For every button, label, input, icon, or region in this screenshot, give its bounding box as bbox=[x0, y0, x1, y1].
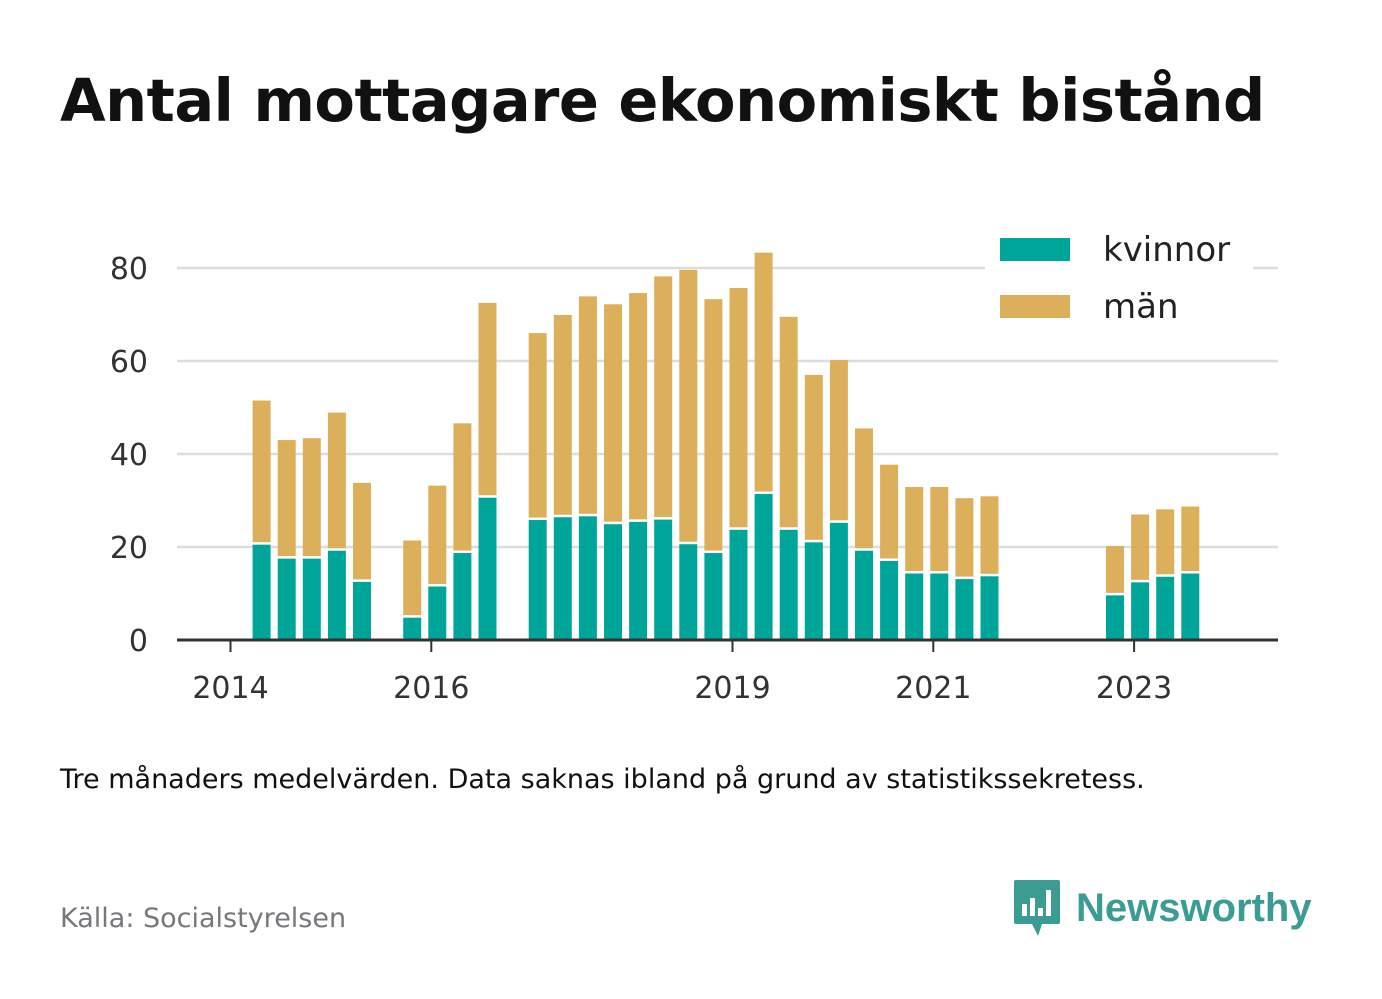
bar-kvinnor bbox=[403, 617, 422, 640]
bar-man bbox=[654, 276, 673, 518]
bar-kvinnor bbox=[729, 529, 748, 640]
bar-kvinnor bbox=[754, 493, 773, 640]
bar-kvinnor bbox=[654, 519, 673, 640]
bar-kvinnor bbox=[880, 560, 899, 640]
bar-kvinnor bbox=[955, 579, 974, 640]
bar-kvinnor bbox=[353, 581, 371, 640]
bar-man bbox=[528, 333, 547, 518]
axes: 0 20 40 60 80 2014 2016 2019 2021 2023 bbox=[110, 252, 1278, 706]
y-tick-label: 60 bbox=[110, 345, 148, 380]
bar-kvinnor bbox=[779, 529, 798, 640]
bar-man bbox=[302, 438, 321, 557]
bar-kvinnor bbox=[1106, 595, 1124, 640]
bar-kvinnor bbox=[829, 522, 848, 640]
bar-kvinnor bbox=[804, 542, 823, 640]
y-tick-label: 40 bbox=[110, 438, 148, 473]
bar-kvinnor bbox=[679, 544, 698, 640]
bar-kvinnor bbox=[252, 544, 271, 640]
bar-man bbox=[1156, 509, 1175, 575]
bar-kvinnor bbox=[704, 553, 723, 640]
bar-man bbox=[553, 314, 572, 515]
legend-swatch bbox=[1000, 295, 1070, 318]
x-tick-label: 2016 bbox=[393, 671, 469, 706]
bar-kvinnor bbox=[1156, 576, 1175, 640]
bar-kvinnor bbox=[277, 558, 296, 640]
bar-kvinnor bbox=[855, 550, 873, 640]
bar-man bbox=[578, 296, 597, 514]
bar-kvinnor bbox=[980, 576, 999, 640]
newsworthy-logo-icon bbox=[1014, 880, 1060, 936]
y-tick-label: 0 bbox=[129, 624, 148, 659]
x-tick-label: 2014 bbox=[192, 671, 268, 706]
bar-man bbox=[729, 287, 748, 528]
bar-kvinnor bbox=[578, 516, 597, 640]
legend-label: kvinnor bbox=[1103, 230, 1230, 270]
bar-kvinnor bbox=[453, 553, 472, 640]
source-label: Källa: Socialstyrelsen bbox=[60, 903, 347, 934]
bar-kvinnor bbox=[327, 550, 346, 640]
bar-man bbox=[905, 487, 924, 572]
x-tick-label: 2019 bbox=[694, 671, 770, 706]
bar-man bbox=[754, 252, 773, 492]
bar-man bbox=[1106, 546, 1124, 593]
bar-kvinnor bbox=[528, 520, 547, 640]
bar-man bbox=[880, 464, 899, 559]
bar-kvinnor bbox=[478, 497, 497, 640]
bar-kvinnor bbox=[930, 573, 949, 640]
bar-man bbox=[804, 374, 823, 540]
bar-man bbox=[1131, 514, 1150, 580]
bar-kvinnor bbox=[905, 573, 924, 640]
brand-name: Newsworthy bbox=[1076, 885, 1312, 930]
bar-man bbox=[679, 269, 698, 542]
bar-kvinnor bbox=[1181, 573, 1200, 640]
bar-man bbox=[478, 302, 497, 496]
bar-man bbox=[980, 496, 999, 574]
bar-man bbox=[403, 540, 422, 616]
bar-man bbox=[704, 299, 723, 551]
bar-man bbox=[353, 482, 371, 580]
bar-man bbox=[829, 360, 848, 521]
bar-kvinnor bbox=[302, 558, 321, 640]
brand-logo[interactable]: Newsworthy bbox=[1012, 878, 1312, 938]
bar-kvinnor bbox=[1131, 582, 1150, 640]
legend-label: män bbox=[1103, 287, 1179, 327]
chart-title: Antal mottagare ekonomiskt bistånd bbox=[60, 66, 1265, 135]
bar-man bbox=[855, 428, 873, 549]
bars bbox=[252, 252, 1200, 640]
bar-man bbox=[1181, 506, 1200, 572]
bar-man bbox=[252, 400, 271, 543]
bar-kvinnor bbox=[553, 517, 572, 640]
legend: kvinnor män bbox=[985, 228, 1253, 336]
bar-kvinnor bbox=[629, 521, 648, 640]
x-tick-label: 2021 bbox=[895, 671, 971, 706]
bar-kvinnor bbox=[604, 524, 622, 640]
stacked-bar-chart: 0 20 40 60 80 2014 2016 2019 2021 2023 kvinnor män bbox=[110, 228, 1278, 706]
bar-man bbox=[779, 316, 798, 528]
y-tick-label: 20 bbox=[110, 531, 148, 566]
bar-kvinnor bbox=[428, 586, 447, 640]
bar-man bbox=[453, 423, 472, 551]
bar-man bbox=[930, 487, 949, 572]
bar-man bbox=[327, 412, 346, 549]
bar-man bbox=[604, 304, 622, 522]
bar-man bbox=[955, 498, 974, 577]
bar-man bbox=[629, 293, 648, 520]
bar-man bbox=[428, 485, 447, 585]
chart-note: Tre månaders medelvärden. Data saknas ib… bbox=[60, 764, 1145, 795]
y-tick-label: 80 bbox=[110, 252, 148, 287]
bar-man bbox=[277, 440, 296, 557]
x-tick-label: 2023 bbox=[1096, 671, 1172, 706]
legend-swatch bbox=[1000, 238, 1070, 261]
